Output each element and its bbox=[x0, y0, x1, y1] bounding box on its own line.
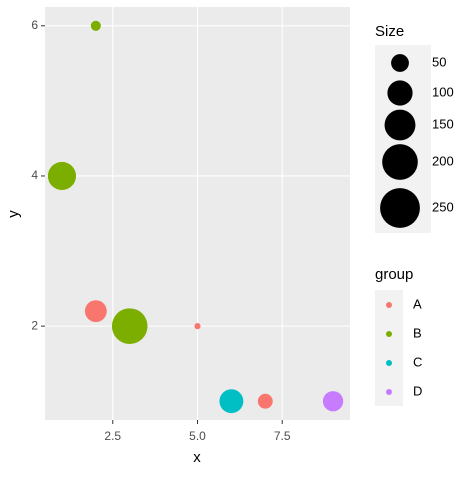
color-legend-title: group bbox=[375, 266, 413, 283]
y-axis-label: y bbox=[5, 210, 22, 218]
bubble bbox=[219, 389, 244, 414]
x-tick-label: 2.5 bbox=[104, 429, 121, 443]
bubble bbox=[84, 300, 107, 323]
size-legend-key bbox=[382, 144, 418, 180]
bubble bbox=[194, 323, 201, 330]
bubble bbox=[257, 393, 273, 409]
color-legend-key bbox=[386, 360, 392, 366]
x-tick-label: 5.0 bbox=[189, 429, 206, 443]
size-legend-label: 200 bbox=[432, 153, 454, 168]
color-legend-label: C bbox=[413, 354, 422, 369]
bubble bbox=[111, 308, 148, 344]
size-legend-label: 150 bbox=[432, 116, 454, 131]
color-legend-label: B bbox=[413, 325, 422, 340]
size-legend-label: 100 bbox=[432, 84, 454, 99]
size-legend-key bbox=[380, 188, 420, 228]
color-legend-key bbox=[386, 389, 392, 395]
size-legend-label: 250 bbox=[432, 199, 454, 214]
bubble bbox=[322, 391, 344, 412]
color-legend-label: D bbox=[413, 383, 422, 398]
size-legend-title: Size bbox=[375, 23, 404, 40]
color-legend-key bbox=[386, 331, 392, 337]
y-tick-label: 6 bbox=[31, 18, 38, 32]
x-axis-label: x bbox=[193, 449, 201, 466]
size-legend-key bbox=[387, 80, 413, 106]
color-legend-key bbox=[386, 302, 392, 308]
color-legend-bg bbox=[375, 290, 403, 406]
bubble bbox=[90, 20, 101, 31]
size-legend-label: 50 bbox=[432, 54, 446, 69]
y-tick-label: 2 bbox=[31, 318, 38, 332]
color-legend-label: A bbox=[413, 296, 422, 311]
size-legend-key bbox=[384, 109, 416, 141]
size-legend-key bbox=[391, 54, 409, 72]
y-tick-label: 4 bbox=[31, 168, 38, 182]
x-tick-label: 7.5 bbox=[274, 429, 291, 443]
bubble bbox=[47, 161, 77, 191]
